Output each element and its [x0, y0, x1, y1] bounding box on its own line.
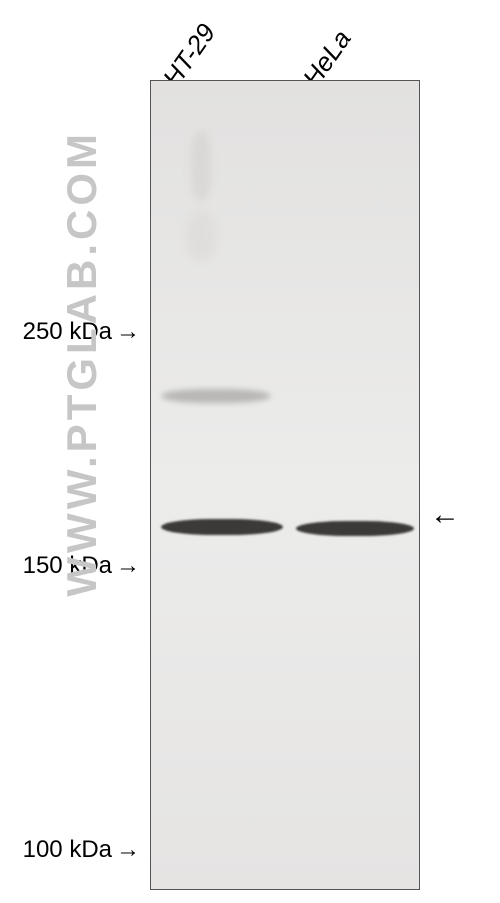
watermark-text: WWW.PTGLAB.COM [58, 130, 106, 597]
marker-text-2: 100 kDa [23, 836, 112, 863]
protein-band [161, 519, 283, 535]
marker-arrow-icon: → [116, 318, 140, 346]
protein-band [296, 521, 414, 536]
blot-smudge [186, 211, 216, 261]
marker-arrow-icon: → [116, 836, 140, 864]
marker-text-0: 250 kDa [23, 318, 112, 345]
marker-text-1: 150 kDa [23, 552, 112, 579]
blot-membrane [150, 80, 420, 890]
marker-label-2: 100 kDa→ [10, 836, 140, 864]
protein-band [161, 389, 271, 403]
figure-container: WWW.PTGLAB.COM HT-29 HeLa 250 kDa→ 150 k… [0, 0, 500, 903]
marker-label-0: 250 kDa→ [10, 318, 140, 346]
marker-arrow-icon: → [116, 552, 140, 580]
marker-label-1: 150 kDa→ [10, 552, 140, 580]
blot-smudge [191, 131, 211, 201]
target-band-arrow-icon: ← [430, 498, 460, 532]
